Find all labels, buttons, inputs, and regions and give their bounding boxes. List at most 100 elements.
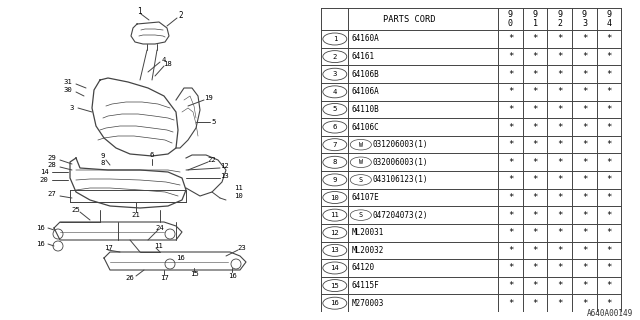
Text: S: S — [359, 212, 363, 218]
Text: *: * — [607, 193, 612, 202]
Text: 9: 9 — [333, 177, 337, 183]
Text: *: * — [607, 175, 612, 184]
Text: 25: 25 — [72, 207, 81, 213]
Text: *: * — [607, 105, 612, 114]
Text: 9: 9 — [582, 10, 587, 19]
Text: S: S — [359, 177, 363, 183]
Text: *: * — [508, 35, 513, 44]
Text: 11: 11 — [234, 185, 243, 191]
Text: *: * — [557, 246, 563, 255]
Text: *: * — [532, 263, 538, 272]
Text: *: * — [607, 52, 612, 61]
Text: *: * — [557, 87, 563, 96]
Text: *: * — [607, 140, 612, 149]
Text: 2: 2 — [179, 12, 183, 20]
Text: *: * — [582, 140, 587, 149]
Text: *: * — [557, 263, 563, 272]
Text: A640A00149: A640A00149 — [588, 309, 634, 318]
Text: 17: 17 — [159, 275, 168, 281]
Text: *: * — [582, 263, 587, 272]
Text: 12: 12 — [220, 163, 228, 169]
Text: 0: 0 — [508, 20, 513, 28]
Text: *: * — [508, 87, 513, 96]
Text: 3: 3 — [333, 71, 337, 77]
Text: *: * — [607, 87, 612, 96]
Text: 9: 9 — [557, 10, 563, 19]
Text: *: * — [607, 246, 612, 255]
Text: *: * — [607, 211, 612, 220]
Text: 1: 1 — [532, 20, 538, 28]
Text: *: * — [508, 158, 513, 167]
Text: *: * — [582, 281, 587, 290]
Text: 10: 10 — [330, 195, 339, 201]
Text: 26: 26 — [125, 275, 134, 281]
Text: *: * — [582, 35, 587, 44]
Text: 10: 10 — [234, 193, 243, 199]
Text: *: * — [557, 281, 563, 290]
Text: *: * — [508, 105, 513, 114]
Text: *: * — [532, 70, 538, 79]
Text: 12: 12 — [330, 230, 339, 236]
Text: 64115F: 64115F — [351, 281, 380, 290]
Text: *: * — [508, 211, 513, 220]
Text: 23: 23 — [237, 245, 246, 251]
Text: 5: 5 — [333, 107, 337, 112]
Text: 13: 13 — [330, 247, 339, 253]
Text: *: * — [582, 123, 587, 132]
Text: *: * — [582, 87, 587, 96]
Text: 21: 21 — [132, 212, 140, 218]
Text: *: * — [557, 140, 563, 149]
Text: 16: 16 — [175, 255, 184, 261]
Text: 24: 24 — [156, 225, 164, 231]
Text: *: * — [557, 105, 563, 114]
Text: 1: 1 — [137, 7, 141, 17]
Text: *: * — [557, 299, 563, 308]
Text: *: * — [557, 228, 563, 237]
Text: *: * — [508, 193, 513, 202]
Text: *: * — [532, 193, 538, 202]
Text: *: * — [557, 123, 563, 132]
Text: *: * — [607, 70, 612, 79]
Text: 9: 9 — [101, 153, 105, 159]
Text: *: * — [582, 211, 587, 220]
Text: *: * — [582, 228, 587, 237]
Text: 3: 3 — [70, 105, 74, 111]
Text: *: * — [607, 123, 612, 132]
Text: 6: 6 — [333, 124, 337, 130]
Text: *: * — [508, 140, 513, 149]
Text: 13: 13 — [220, 173, 228, 179]
Text: 2: 2 — [557, 20, 563, 28]
Text: 27: 27 — [47, 191, 56, 197]
Text: 64106A: 64106A — [351, 87, 380, 96]
Text: *: * — [532, 228, 538, 237]
Text: *: * — [508, 228, 513, 237]
Text: *: * — [582, 52, 587, 61]
Text: 19: 19 — [204, 95, 212, 101]
Text: ML20032: ML20032 — [351, 246, 384, 255]
Text: 15: 15 — [189, 271, 198, 277]
Text: *: * — [532, 281, 538, 290]
Text: 14: 14 — [40, 169, 49, 175]
Text: 2: 2 — [333, 54, 337, 60]
Text: W: W — [359, 159, 363, 165]
Text: *: * — [607, 35, 612, 44]
Text: *: * — [532, 52, 538, 61]
Text: 3: 3 — [582, 20, 587, 28]
Text: M270003: M270003 — [351, 299, 384, 308]
Text: PARTS CORD: PARTS CORD — [383, 15, 436, 24]
Text: *: * — [532, 35, 538, 44]
Text: *: * — [557, 211, 563, 220]
Text: *: * — [532, 246, 538, 255]
Text: 64106B: 64106B — [351, 70, 380, 79]
Text: 4: 4 — [607, 20, 612, 28]
Text: 31: 31 — [63, 79, 72, 85]
Text: *: * — [582, 70, 587, 79]
Text: *: * — [508, 299, 513, 308]
Text: 16: 16 — [36, 225, 44, 231]
Text: *: * — [508, 123, 513, 132]
Text: *: * — [508, 52, 513, 61]
Text: *: * — [607, 281, 612, 290]
Text: *: * — [508, 263, 513, 272]
Text: 4: 4 — [333, 89, 337, 95]
Text: *: * — [557, 70, 563, 79]
